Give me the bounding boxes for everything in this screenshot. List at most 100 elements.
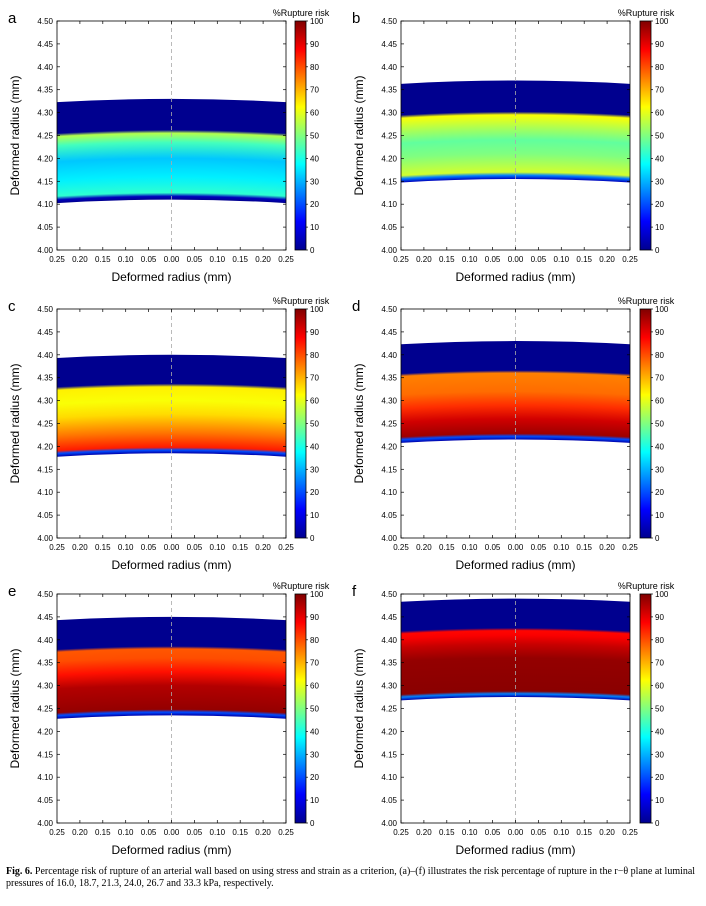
colorbar-tick-label: 60 bbox=[310, 682, 319, 691]
y-tick-label: 4.40 bbox=[381, 636, 397, 645]
colorbar-tick-label: 20 bbox=[310, 200, 319, 209]
y-tick-label: 4.15 bbox=[37, 177, 53, 186]
y-tick-label: 4.10 bbox=[37, 200, 53, 209]
wall-risk-map-f bbox=[401, 598, 630, 701]
x-tick-label: 0.05 bbox=[485, 828, 501, 837]
colorbar-tick-label: 0 bbox=[310, 819, 315, 828]
x-tick-label: 0.15 bbox=[576, 543, 592, 552]
y-tick-label: 4.35 bbox=[37, 374, 53, 383]
colorbar-tick-label: 60 bbox=[310, 109, 319, 118]
y-tick-label: 4.50 bbox=[381, 305, 397, 314]
colorbar-tick-label: 10 bbox=[655, 796, 664, 805]
x-tick-label: 0.05 bbox=[187, 255, 203, 264]
colorbar-tick-label: 10 bbox=[310, 796, 319, 805]
x-tick-label: 0.05 bbox=[187, 828, 203, 837]
x-tick-label: 0.25 bbox=[49, 828, 65, 837]
colorbar-tick-label: 50 bbox=[310, 132, 319, 141]
x-tick-label: 0.05 bbox=[141, 255, 157, 264]
figure-6: a 4.00 4.05 4.10 4.15 4.20 4.25 4.30 4.35 4.40 4.4… bbox=[8, 8, 675, 857]
colorbar-tick-label: 40 bbox=[655, 727, 664, 736]
y-tick-label: 4.45 bbox=[37, 613, 53, 622]
x-tick-label: 0.15 bbox=[439, 828, 455, 837]
y-tick-label: 4.25 bbox=[381, 420, 397, 429]
x-tick-label: 0.20 bbox=[255, 543, 271, 552]
colorbar-tick-label: 30 bbox=[310, 465, 319, 474]
x-tick-label: 0.10 bbox=[554, 828, 570, 837]
panel-label-a: a bbox=[8, 10, 17, 27]
x-tick-label: 0.15 bbox=[232, 543, 248, 552]
x-axis-label: Deformed radius (mm) bbox=[111, 843, 231, 857]
colorbar-tick-label: 20 bbox=[655, 488, 664, 497]
x-tick-label: 0.10 bbox=[554, 255, 570, 264]
colorbar-tick-label: 90 bbox=[655, 40, 664, 49]
y-tick-label: 4.30 bbox=[37, 109, 53, 118]
wall-risk-map-b bbox=[401, 80, 630, 183]
panel-label-f: f bbox=[352, 583, 357, 600]
panel-label-b: b bbox=[352, 10, 360, 27]
y-tick-label: 4.05 bbox=[381, 796, 397, 805]
x-axis-label: Deformed radius (mm) bbox=[455, 270, 575, 284]
y-axis-label: Deformed radius (mm) bbox=[352, 363, 366, 483]
y-tick-label: 4.45 bbox=[37, 40, 53, 49]
y-axis-label: Deformed radius (mm) bbox=[352, 75, 366, 195]
y-tick-label: 4.35 bbox=[37, 659, 53, 668]
colorbar-tick-label: 90 bbox=[310, 613, 319, 622]
x-tick-label: 0.05 bbox=[531, 255, 547, 264]
y-tick-label: 4.10 bbox=[37, 488, 53, 497]
colorbar-tick-label: 90 bbox=[310, 328, 319, 337]
y-tick-label: 4.45 bbox=[381, 613, 397, 622]
x-tick-label: 0.05 bbox=[141, 828, 157, 837]
y-tick-label: 4.30 bbox=[37, 682, 53, 691]
colorbar-tick-label: 0 bbox=[310, 534, 315, 543]
y-tick-label: 4.35 bbox=[381, 374, 397, 383]
y-tick-label: 4.50 bbox=[37, 590, 53, 599]
colorbar-tick-label: 80 bbox=[310, 63, 319, 72]
y-tick-label: 4.00 bbox=[381, 819, 397, 828]
x-tick-label: 0.25 bbox=[393, 255, 409, 264]
y-tick-label: 4.40 bbox=[37, 636, 53, 645]
y-tick-label: 4.30 bbox=[37, 397, 53, 406]
y-tick-label: 4.05 bbox=[37, 223, 53, 232]
x-tick-label: 0.05 bbox=[531, 543, 547, 552]
y-tick-label: 4.30 bbox=[381, 109, 397, 118]
colorbar-title: %Rupture risk bbox=[273, 581, 330, 591]
y-tick-label: 4.40 bbox=[37, 63, 53, 72]
colorbar-tick-label: 70 bbox=[655, 86, 664, 95]
y-tick-label: 4.05 bbox=[381, 511, 397, 520]
y-axis-label: Deformed radius (mm) bbox=[8, 363, 22, 483]
colorbar-tick-label: 40 bbox=[655, 442, 664, 451]
wall-risk-map-a bbox=[57, 98, 286, 204]
panel-label-c: c bbox=[8, 298, 16, 315]
y-tick-label: 4.45 bbox=[381, 40, 397, 49]
x-tick-label: 0.10 bbox=[210, 255, 226, 264]
x-tick-label: 0.00 bbox=[164, 255, 180, 264]
y-tick-label: 4.25 bbox=[381, 132, 397, 141]
colorbar-tick-label: 90 bbox=[310, 40, 319, 49]
x-tick-label: 0.15 bbox=[95, 543, 111, 552]
y-tick-label: 4.25 bbox=[37, 132, 53, 141]
y-tick-label: 4.40 bbox=[381, 351, 397, 360]
x-tick-label: 0.20 bbox=[599, 543, 615, 552]
x-tick-label: 0.10 bbox=[554, 543, 570, 552]
y-tick-label: 4.15 bbox=[37, 750, 53, 759]
y-axis-label: Deformed radius (mm) bbox=[8, 648, 22, 768]
y-tick-label: 4.25 bbox=[37, 705, 53, 714]
y-tick-label: 4.10 bbox=[381, 488, 397, 497]
colorbar-tick-label: 0 bbox=[655, 819, 660, 828]
y-tick-label: 4.35 bbox=[381, 86, 397, 95]
colorbar-tick-label: 60 bbox=[310, 397, 319, 406]
colorbar-tick-label: 80 bbox=[655, 636, 664, 645]
colorbar-tick-label: 50 bbox=[655, 705, 664, 714]
colorbar-tick-label: 10 bbox=[655, 511, 664, 520]
y-tick-label: 4.20 bbox=[381, 727, 397, 736]
colorbar-tick-label: 60 bbox=[655, 682, 664, 691]
x-tick-label: 0.25 bbox=[393, 543, 409, 552]
y-tick-label: 4.45 bbox=[37, 328, 53, 337]
panel-e: e 4.00 4.05 4.10 4.15 4.20 4.25 4.30 4.35 4.40 4.4… bbox=[8, 581, 330, 857]
panel-d: d 4.00 4.05 4.10 4.15 4.20 4.25 4.30 4.35 4.40 4.4… bbox=[352, 296, 675, 572]
colorbar-tick-label: 0 bbox=[655, 246, 660, 255]
panel-label-e: e bbox=[8, 583, 16, 600]
x-tick-label: 0.25 bbox=[278, 255, 294, 264]
x-tick-label: 0.15 bbox=[95, 828, 111, 837]
x-tick-label: 0.20 bbox=[255, 255, 271, 264]
